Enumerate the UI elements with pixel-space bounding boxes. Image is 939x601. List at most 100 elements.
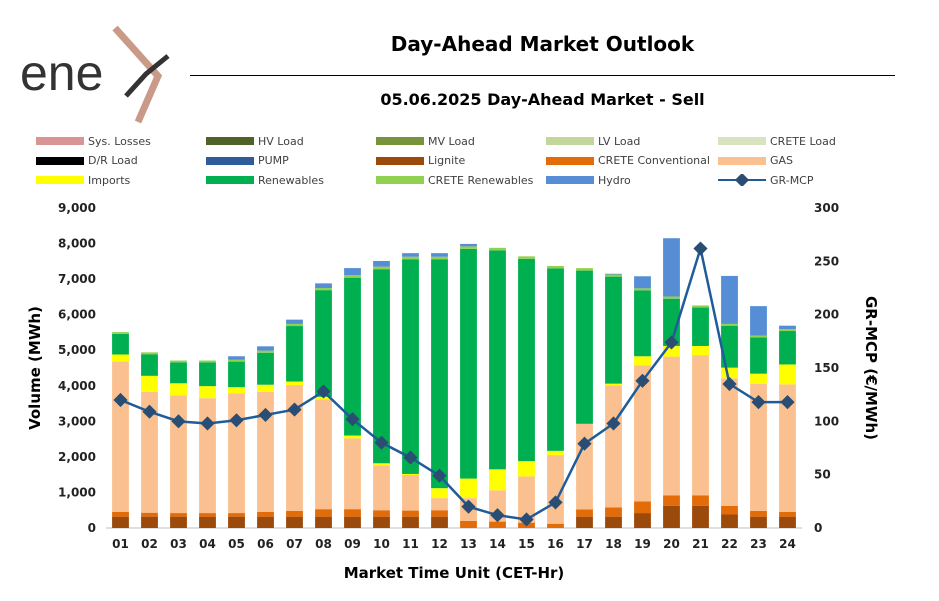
bar-segment xyxy=(663,296,680,299)
bar-segment xyxy=(199,398,216,514)
bar-segment xyxy=(779,329,796,332)
bar-segment xyxy=(431,253,448,257)
bar-segment xyxy=(605,383,622,386)
bar-segment xyxy=(489,469,506,491)
mcp-marker xyxy=(780,395,795,410)
logo-text: ene xyxy=(20,45,103,101)
bar-segment xyxy=(518,256,535,259)
legend-label: Lignite xyxy=(428,154,466,167)
y-tick-label: 3,000 xyxy=(58,414,96,428)
mcp-marker xyxy=(693,241,708,256)
bar-segment xyxy=(402,510,419,517)
bar-segment xyxy=(489,250,506,470)
legend-label: HV Load xyxy=(258,134,304,148)
legend-label: Sys. Losses xyxy=(88,134,151,148)
legend-item: D/R Load xyxy=(36,154,138,168)
bar-segment xyxy=(344,275,361,278)
bar-segment xyxy=(634,501,651,514)
y2-tick-label: 250 xyxy=(814,254,839,268)
y-tick-label: 1,000 xyxy=(58,485,96,499)
bar-segment xyxy=(286,385,303,511)
bar-segment xyxy=(460,243,477,247)
legend-label: Renewables xyxy=(258,173,324,187)
bar-segment xyxy=(518,461,535,477)
legend-item: HV Load xyxy=(206,134,304,148)
x-tick-label: 10 xyxy=(373,537,390,551)
bar-segment xyxy=(692,305,709,308)
bar-segment xyxy=(344,435,361,439)
legend-label: LV Load xyxy=(598,134,641,148)
bar-segment xyxy=(402,475,419,511)
bar-segment xyxy=(344,516,361,528)
bar-segment xyxy=(228,387,245,394)
mcp-marker xyxy=(577,436,592,451)
bar-segment xyxy=(721,505,738,515)
y-tick-label: 7,000 xyxy=(58,272,96,286)
bar-segment xyxy=(721,367,738,379)
bar-segment xyxy=(721,514,738,528)
mcp-marker xyxy=(316,384,331,399)
bar-segment xyxy=(779,384,796,512)
bar-segment xyxy=(750,306,767,336)
bar-segment xyxy=(460,520,477,528)
bar-segment xyxy=(460,246,477,249)
bar-segment xyxy=(141,516,158,528)
legend-item: GR-MCP xyxy=(718,172,814,188)
y2-tick-label: 300 xyxy=(814,201,839,215)
mcp-marker xyxy=(635,373,650,388)
legend-item: Lignite xyxy=(376,154,465,168)
legend-item: PUMP xyxy=(206,154,289,168)
bar-segment xyxy=(750,373,767,384)
bar-segment xyxy=(141,375,158,392)
bar-segment xyxy=(257,350,274,353)
bar-segment xyxy=(663,345,680,357)
bar-segment xyxy=(634,290,651,357)
bar-segment xyxy=(286,319,303,324)
bar-segment xyxy=(315,516,332,528)
bar-segment xyxy=(431,256,448,260)
bar-segment xyxy=(112,354,129,362)
chart-legend: Sys. Losses HV Load MV Load LV Load CRETE Lo… xyxy=(36,134,896,194)
legend-label: CRETE Conventional xyxy=(598,154,710,167)
bar-segment xyxy=(228,516,245,528)
x-tick-label: 19 xyxy=(634,537,651,551)
bar-segment xyxy=(634,276,651,289)
bar-segment xyxy=(750,516,767,528)
bar-segment xyxy=(605,274,622,277)
bar-segment xyxy=(228,393,245,514)
mcp-line xyxy=(120,243,788,521)
legend-label: PUMP xyxy=(258,154,289,167)
bar-segment xyxy=(431,510,448,517)
bar-segment xyxy=(431,516,448,528)
bar-segment xyxy=(634,288,651,291)
legend-label: CRETE Renewables xyxy=(428,173,534,187)
bar-segment xyxy=(721,378,738,506)
bar-segment xyxy=(315,399,332,510)
x-tick-label: 08 xyxy=(315,537,332,551)
mcp-marker xyxy=(374,435,389,450)
bar-segment xyxy=(605,385,622,508)
bar-segment xyxy=(112,512,129,517)
legend-item: CRETE Renewables xyxy=(376,173,533,187)
bar-segment xyxy=(315,288,332,291)
mcp-marker xyxy=(229,413,244,428)
mcp-marker xyxy=(751,395,766,410)
x-tick-label: 22 xyxy=(721,537,738,551)
mcp-marker xyxy=(664,335,679,350)
mcp-marker xyxy=(345,412,360,427)
mcp-marker xyxy=(432,468,447,483)
bar-segment xyxy=(634,356,651,366)
legend-item: CRETE Conventional xyxy=(546,154,710,168)
bar-segment xyxy=(286,516,303,528)
bar-segment xyxy=(141,512,158,517)
bar-segment xyxy=(315,283,332,288)
y-axis-title: Volume (MWh) xyxy=(26,306,44,430)
legend-item: MV Load xyxy=(376,134,475,148)
bar-segment xyxy=(518,258,535,462)
bar-segment xyxy=(779,331,796,365)
bar-segment xyxy=(199,386,216,399)
legend-item: GAS xyxy=(718,154,793,168)
bar-segment xyxy=(402,256,419,260)
bar-segment xyxy=(402,253,419,257)
bar-segment xyxy=(489,247,506,251)
